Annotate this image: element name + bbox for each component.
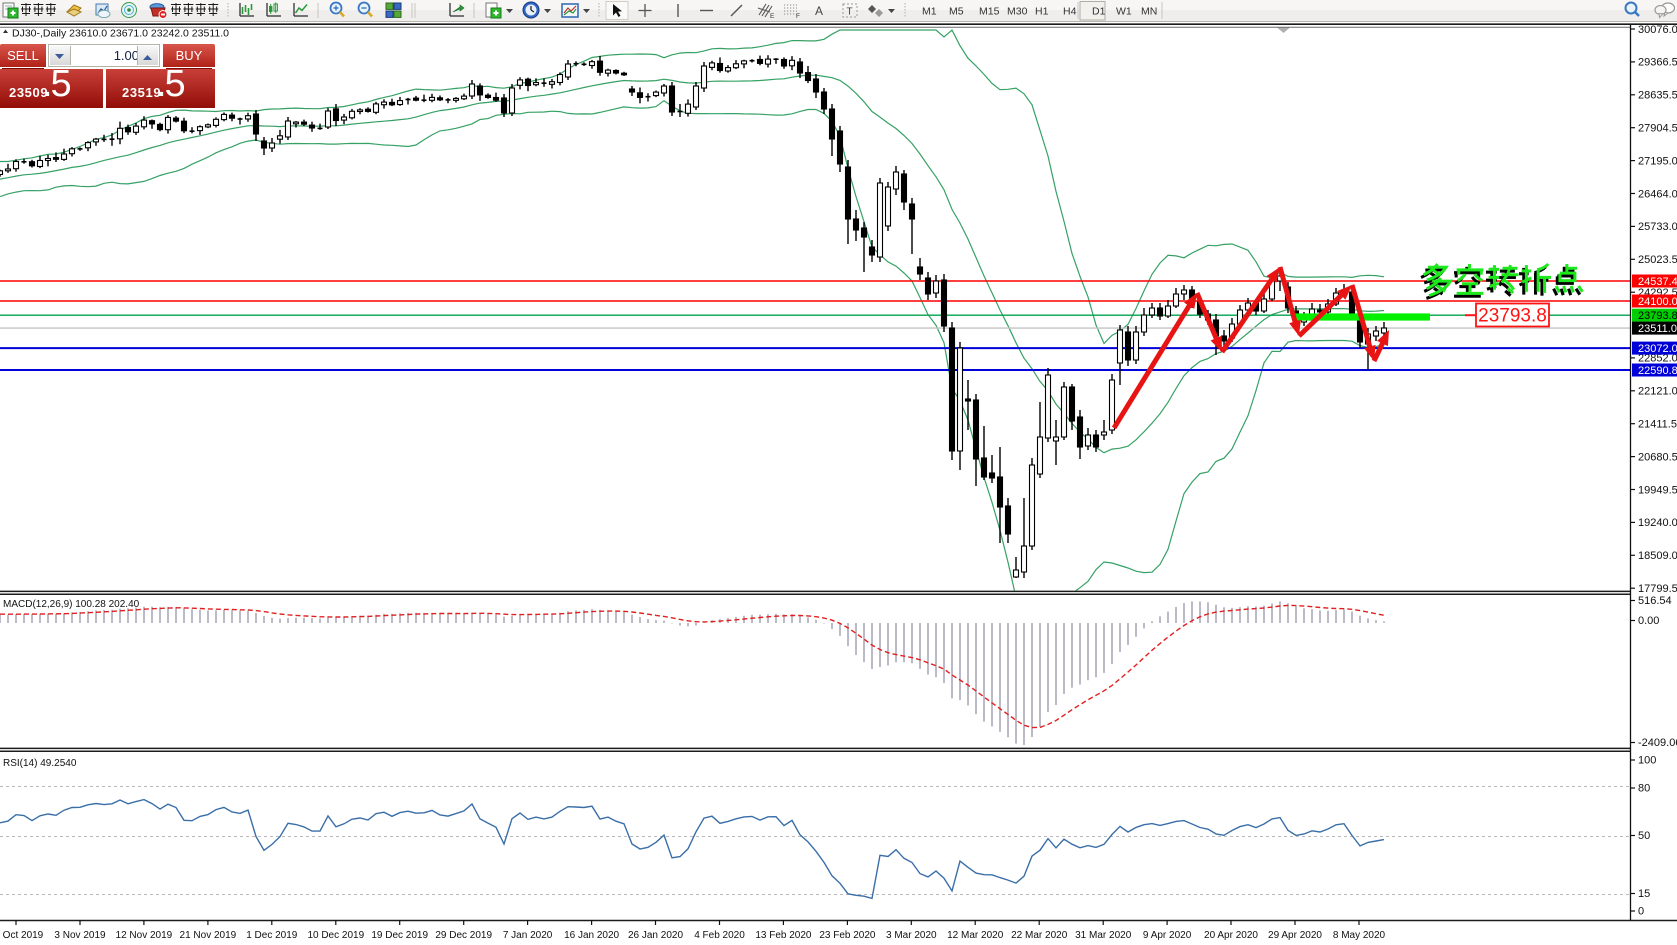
svg-text:29 Dec 2019: 29 Dec 2019 xyxy=(435,930,492,941)
svg-text:M15: M15 xyxy=(979,6,1000,18)
svg-text:D1: D1 xyxy=(1092,6,1106,18)
svg-text:22 Mar 2020: 22 Mar 2020 xyxy=(1011,930,1068,941)
svg-text:M30: M30 xyxy=(1007,6,1028,18)
svg-text:26464.0: 26464.0 xyxy=(1638,188,1677,200)
svg-text:25023.5: 25023.5 xyxy=(1638,254,1677,266)
svg-text:M1: M1 xyxy=(922,6,937,18)
svg-text:29366.5: 29366.5 xyxy=(1638,57,1677,69)
svg-text:21411.5: 21411.5 xyxy=(1638,419,1677,431)
svg-text:20 Apr 2020: 20 Apr 2020 xyxy=(1204,930,1258,941)
svg-text:9 Apr 2020: 9 Apr 2020 xyxy=(1143,930,1192,941)
svg-text:23511.0: 23511.0 xyxy=(1638,323,1677,335)
svg-text:80: 80 xyxy=(1638,783,1650,795)
svg-text:23793.8: 23793.8 xyxy=(1478,306,1547,327)
svg-text:12 Nov 2019: 12 Nov 2019 xyxy=(116,930,173,941)
svg-text:17799.5: 17799.5 xyxy=(1638,583,1677,595)
svg-text:M5: M5 xyxy=(949,6,964,18)
svg-text:15: 15 xyxy=(1638,888,1650,900)
svg-text:DJ30-,Daily 23610.0 23671.0 2: DJ30-,Daily 23610.0 23671.0 23242.0 2351… xyxy=(12,28,229,40)
svg-text:18509.0: 18509.0 xyxy=(1638,550,1677,562)
svg-text:30076.0: 30076.0 xyxy=(1638,24,1677,36)
svg-text:T: T xyxy=(847,7,853,18)
svg-text:19240.0: 19240.0 xyxy=(1638,517,1677,529)
svg-text:50: 50 xyxy=(1638,830,1650,842)
svg-text:8 May 2020: 8 May 2020 xyxy=(1333,930,1386,941)
svg-text:19 Dec 2019: 19 Dec 2019 xyxy=(371,930,428,941)
svg-text:16 Jan 2020: 16 Jan 2020 xyxy=(564,930,619,941)
svg-text:20680.5: 20680.5 xyxy=(1638,451,1677,463)
svg-text:21 Nov 2019: 21 Nov 2019 xyxy=(180,930,237,941)
svg-text:25733.0: 25733.0 xyxy=(1638,221,1677,233)
svg-text:27904.5: 27904.5 xyxy=(1638,123,1677,135)
svg-text:W1: W1 xyxy=(1116,6,1132,18)
svg-text:RSI(14) 49.2540: RSI(14) 49.2540 xyxy=(3,758,77,769)
svg-text:24537.4: 24537.4 xyxy=(1638,276,1677,288)
svg-text:F: F xyxy=(796,13,800,20)
svg-text:-2409.06: -2409.06 xyxy=(1638,737,1677,749)
svg-text:516.54: 516.54 xyxy=(1638,595,1672,607)
svg-text:MACD(12,26,9) 100.28 202.40: MACD(12,26,9) 100.28 202.40 xyxy=(3,599,140,610)
svg-text:23072.0: 23072.0 xyxy=(1638,343,1677,355)
svg-text:25 Oct 2019: 25 Oct 2019 xyxy=(0,930,44,941)
svg-text:28635.5: 28635.5 xyxy=(1638,90,1677,102)
svg-text:0: 0 xyxy=(1638,906,1644,918)
svg-text:100: 100 xyxy=(1638,755,1656,767)
svg-text:22852.0: 22852.0 xyxy=(1638,353,1677,365)
svg-text:26 Jan 2020: 26 Jan 2020 xyxy=(628,930,683,941)
svg-text:31 Mar 2020: 31 Mar 2020 xyxy=(1075,930,1132,941)
svg-text:4 Feb 2020: 4 Feb 2020 xyxy=(694,930,745,941)
svg-text:H4: H4 xyxy=(1063,6,1077,18)
svg-text:0.00: 0.00 xyxy=(1638,615,1659,627)
svg-text:3 Nov 2019: 3 Nov 2019 xyxy=(54,930,106,941)
svg-text:22121.0: 22121.0 xyxy=(1638,386,1677,398)
svg-text:A: A xyxy=(815,4,823,18)
svg-text:22590.8: 22590.8 xyxy=(1638,365,1677,377)
svg-text:MN: MN xyxy=(1141,6,1157,18)
svg-text:7 Jan 2020: 7 Jan 2020 xyxy=(503,930,553,941)
svg-text:29 Apr 2020: 29 Apr 2020 xyxy=(1268,930,1322,941)
svg-text:24100.0: 24100.0 xyxy=(1638,296,1677,308)
svg-text:3 Mar 2020: 3 Mar 2020 xyxy=(886,930,937,941)
svg-text:H1: H1 xyxy=(1035,6,1049,18)
svg-text:1 Dec 2019: 1 Dec 2019 xyxy=(246,930,298,941)
svg-text:19949.5: 19949.5 xyxy=(1638,484,1677,496)
svg-text:23 Feb 2020: 23 Feb 2020 xyxy=(819,930,876,941)
svg-text:27195.0: 27195.0 xyxy=(1638,155,1677,167)
svg-text:13 Feb 2020: 13 Feb 2020 xyxy=(755,930,812,941)
svg-text:23793.8: 23793.8 xyxy=(1638,310,1677,322)
svg-text:E: E xyxy=(770,13,775,20)
svg-text:12 Mar 2020: 12 Mar 2020 xyxy=(947,930,1004,941)
svg-text:10 Dec 2019: 10 Dec 2019 xyxy=(307,930,364,941)
